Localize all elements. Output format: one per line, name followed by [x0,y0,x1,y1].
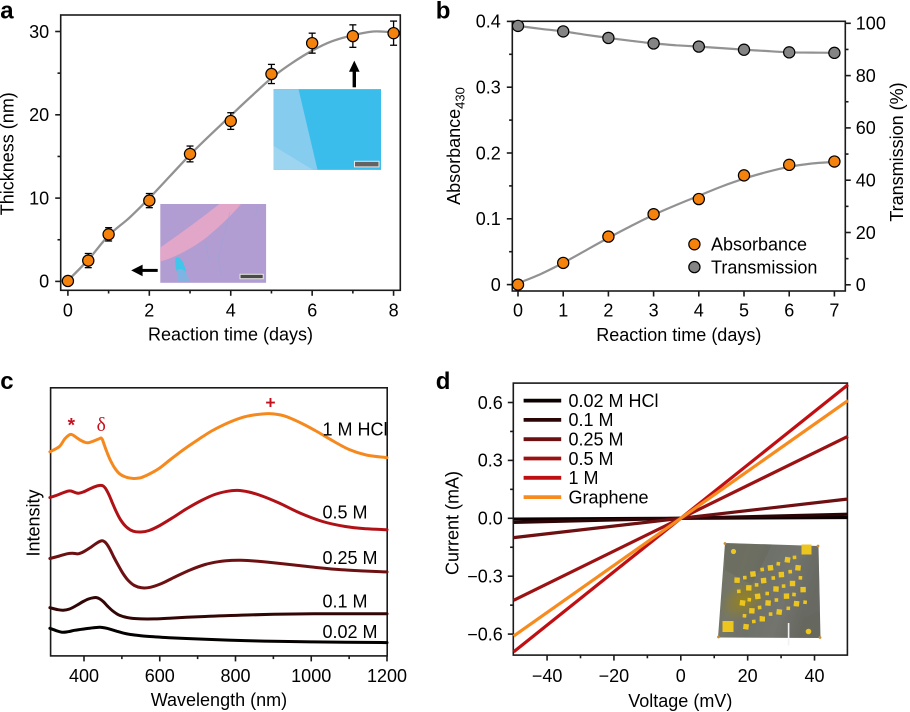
svg-text:Wavelength (nm): Wavelength (nm) [151,690,287,710]
svg-text:0: 0 [856,275,866,295]
svg-text:0.3: 0.3 [476,78,501,98]
svg-text:20: 20 [856,223,876,243]
svg-text:0.2: 0.2 [476,143,501,163]
svg-text:100: 100 [856,14,886,34]
svg-text:60: 60 [856,118,876,138]
svg-text:4: 4 [694,301,704,321]
svg-text:−20: −20 [599,666,630,686]
svg-text:Reaction time (days): Reaction time (days) [148,324,313,344]
svg-text:10: 10 [29,188,49,208]
svg-text:0.0: 0.0 [478,509,503,529]
svg-text:20: 20 [738,666,758,686]
svg-text:0: 0 [63,300,73,320]
svg-text:Transmission: Transmission [711,257,817,277]
svg-text:Thickness (nm): Thickness (nm) [0,92,18,215]
svg-text:0.02 M: 0.02 M [323,622,378,642]
svg-text:0.5 M: 0.5 M [323,503,368,523]
svg-text:Voltage (mV): Voltage (mV) [628,691,732,711]
svg-text:0.6: 0.6 [478,393,503,413]
svg-text:1 M: 1 M [569,468,599,488]
svg-text:600: 600 [145,666,175,686]
svg-text:5: 5 [739,301,749,321]
svg-text:d: d [436,368,451,395]
svg-text:0: 0 [39,272,49,292]
svg-text:−0.3: −0.3 [467,567,503,587]
svg-text:0.25 M: 0.25 M [323,548,378,568]
svg-text:Graphene: Graphene [569,487,649,507]
svg-text:Absorbance430: Absorbance430 [444,87,468,205]
svg-text:0.02 M HCl: 0.02 M HCl [569,391,659,411]
svg-text:400: 400 [69,666,99,686]
svg-text:a: a [0,0,14,25]
svg-text:−0.6: −0.6 [467,624,503,644]
svg-text:40: 40 [804,666,824,686]
svg-text:0.25 M: 0.25 M [569,430,624,450]
svg-text:+: + [265,392,275,412]
svg-text:0.1: 0.1 [476,209,501,229]
svg-text:8: 8 [389,300,399,320]
svg-text:7: 7 [829,301,839,321]
svg-text:30: 30 [29,22,49,42]
svg-text:0.4: 0.4 [476,12,501,32]
svg-text:Transmission (%): Transmission (%) [887,82,907,221]
svg-text:800: 800 [220,666,250,686]
svg-text:1 M HCl: 1 M HCl [323,419,388,439]
svg-text:0.3: 0.3 [478,451,503,471]
svg-text:6: 6 [784,301,794,321]
svg-text:4: 4 [226,300,236,320]
svg-text:20: 20 [29,105,49,125]
svg-text:δ: δ [97,415,106,436]
svg-text:0: 0 [676,666,686,686]
svg-text:2: 2 [144,300,154,320]
svg-text:40: 40 [856,171,876,191]
svg-text:Intensity: Intensity [24,489,44,556]
svg-text:b: b [436,0,451,25]
svg-text:0: 0 [491,275,501,295]
svg-text:c: c [0,368,13,395]
svg-text:6: 6 [307,300,317,320]
svg-text:1000: 1000 [291,666,331,686]
svg-text:Absorbance: Absorbance [711,235,807,255]
svg-text:Current (mA): Current (mA) [442,471,462,575]
svg-text:Reaction time (days): Reaction time (days) [596,325,761,345]
svg-text:1: 1 [558,301,568,321]
svg-text:1200: 1200 [367,666,407,686]
svg-text:80: 80 [856,66,876,86]
svg-text:0.1 M: 0.1 M [323,592,368,612]
svg-text:3: 3 [649,301,659,321]
svg-text:*: * [68,416,76,437]
svg-text:−40: −40 [532,666,563,686]
svg-text:0.5 M: 0.5 M [569,449,614,469]
svg-text:2: 2 [603,301,613,321]
svg-text:0: 0 [513,301,523,321]
svg-text:0.1 M: 0.1 M [569,410,614,430]
